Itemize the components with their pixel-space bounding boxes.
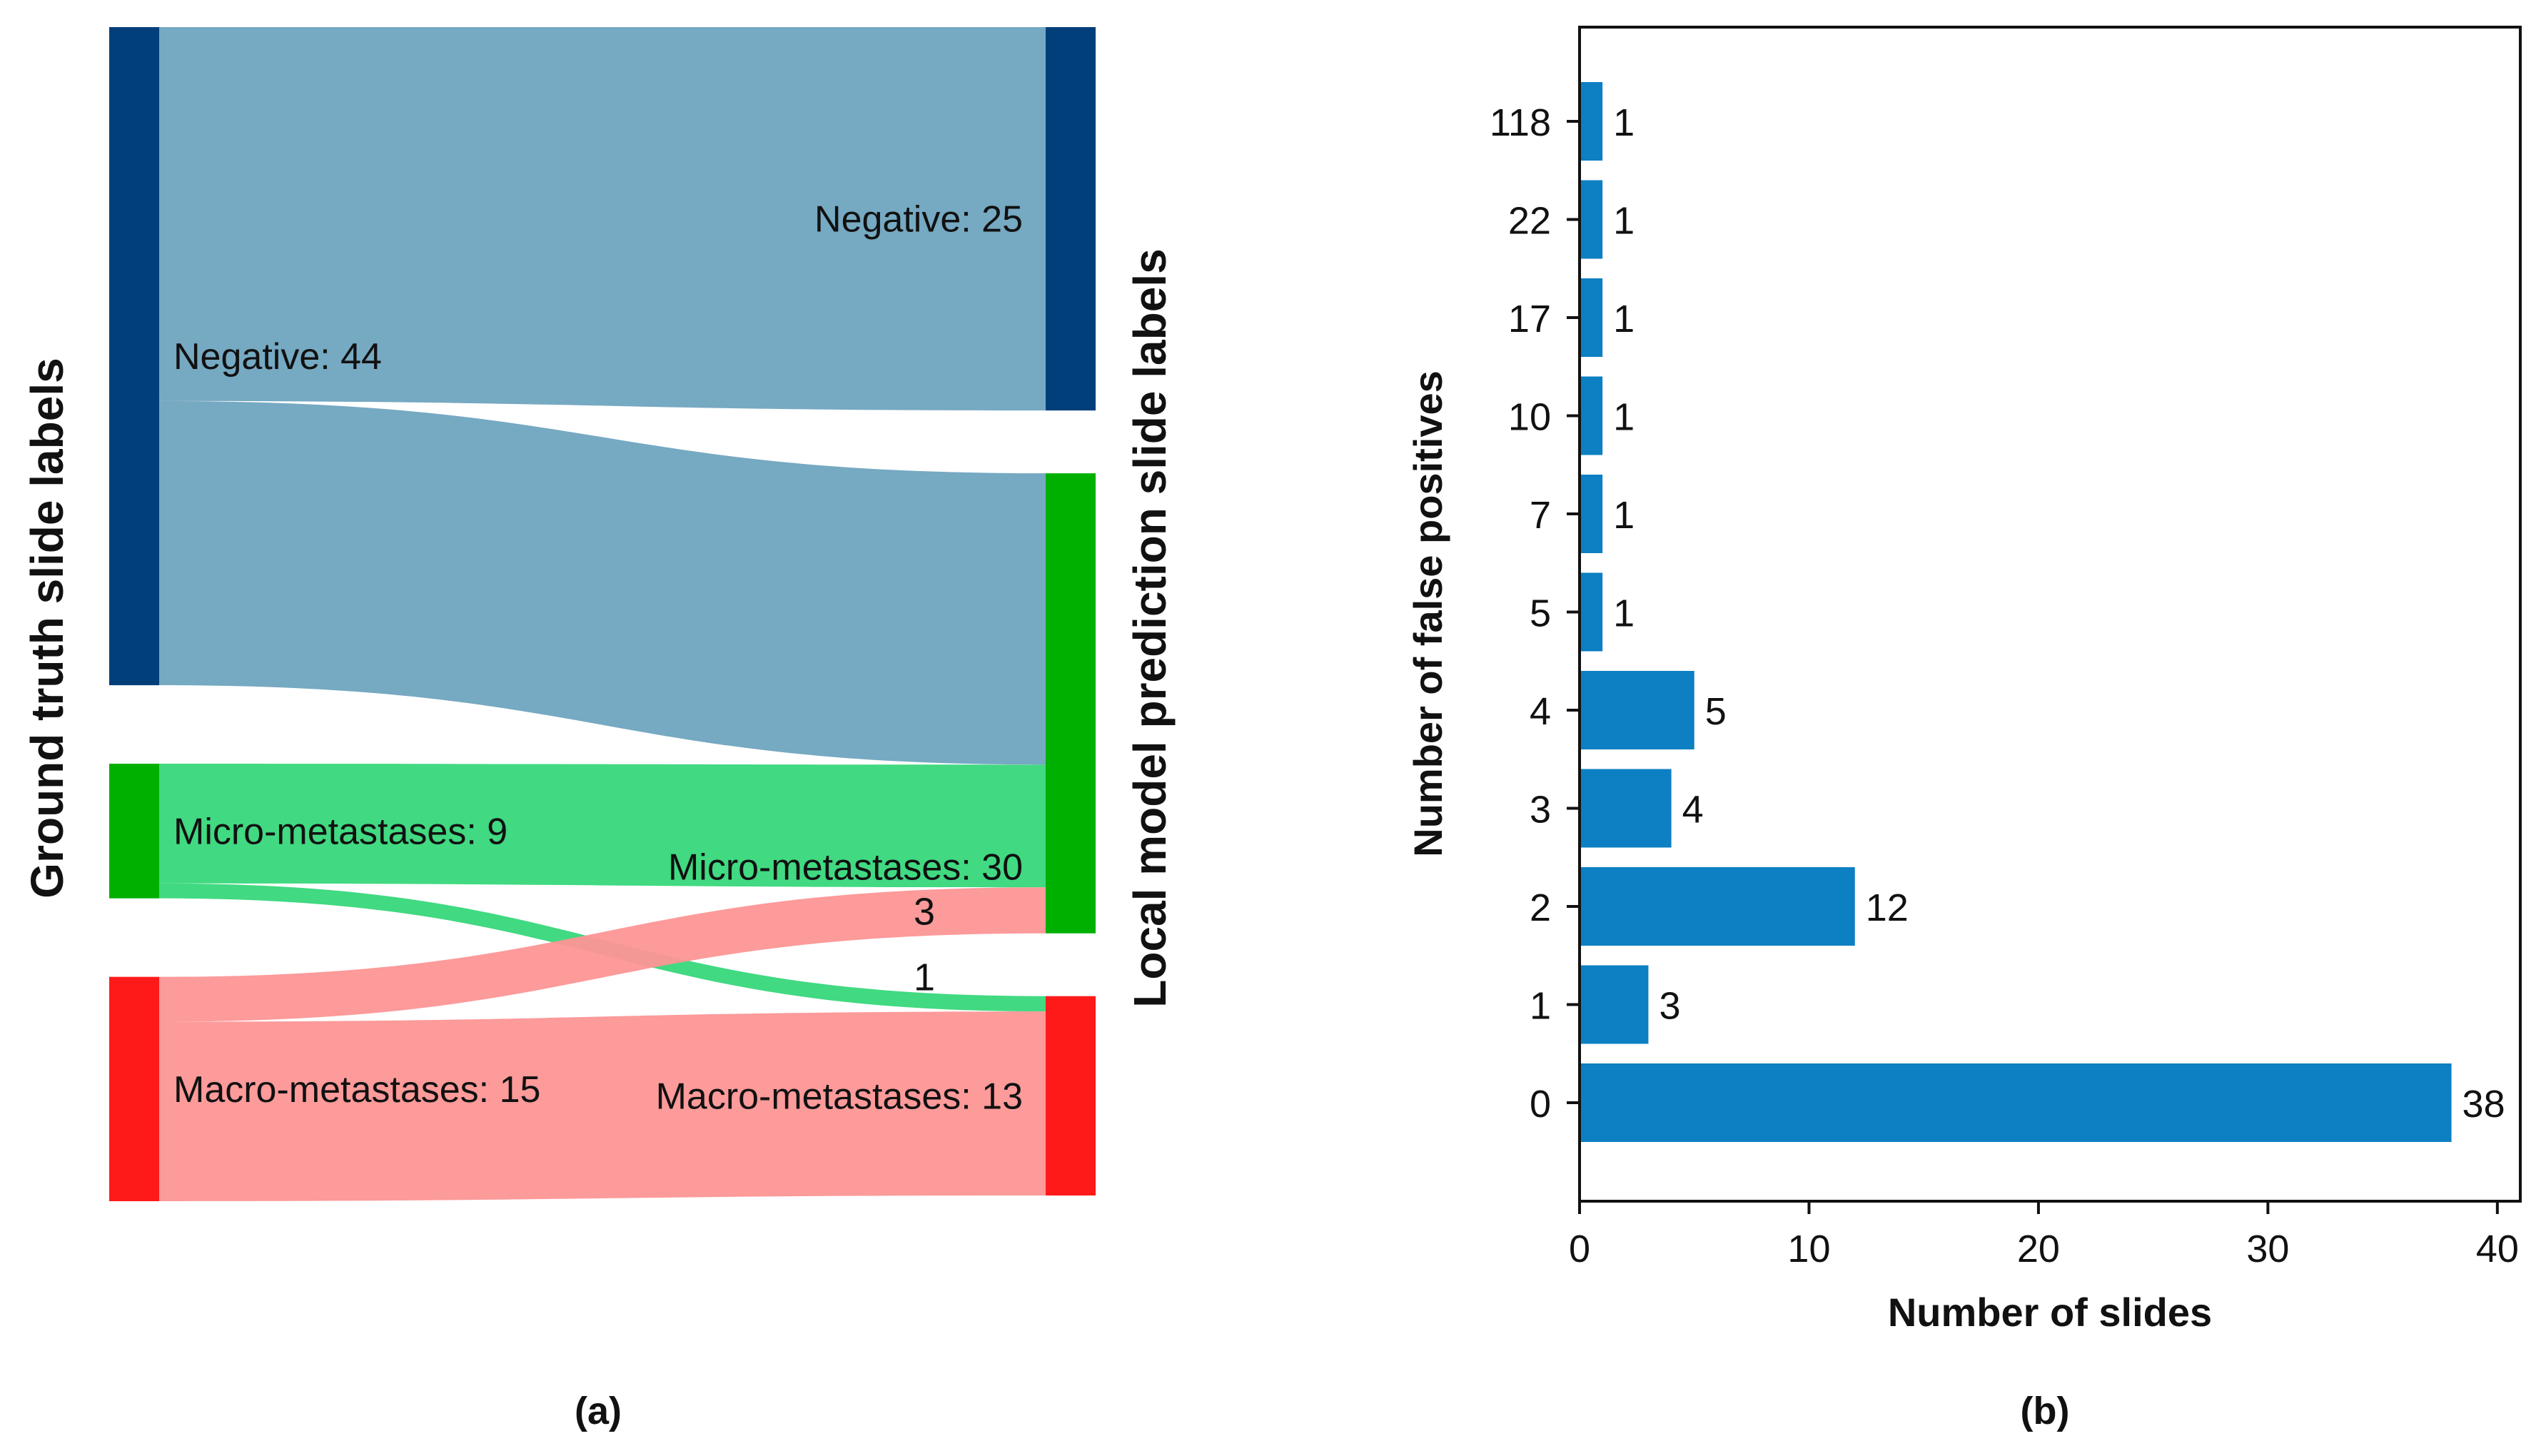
x-tick-label: 20 [2017, 1228, 2060, 1270]
sankey-target-node-negative [1046, 27, 1096, 411]
sankey-target-node-macro-metastases [1046, 996, 1096, 1195]
bar-value-label: 4 [1682, 789, 1704, 831]
sankey-target-label-macro-metastases: Macro-metastases: 13 [656, 1076, 1023, 1117]
sankey-link-micro-metastases-to-micro-metastases [159, 764, 1046, 888]
x-axis-ticks: 0 10 20 30 40 [1569, 1201, 2519, 1270]
bar-value-label: 5 [1705, 690, 1727, 733]
sankey-link-macro-metastases-to-macro-metastases [159, 1011, 1046, 1201]
sankey-chart: 1 3 Negative: 44 Micro-metastases: 9 Macro-m… [21, 27, 1176, 1432]
panel-label-a: (a) [575, 1390, 622, 1432]
sankey-source-node-macro-metastases [109, 976, 159, 1201]
y-axis-ticks: 0 1 2 3 4 5 7 10 17 22 118 [1490, 101, 1580, 1126]
left-axis-title: Ground truth slide labels [21, 358, 73, 898]
bar-fp-7 [1580, 475, 1603, 553]
y-tick-label: 2 [1530, 886, 1551, 929]
sankey-links [159, 27, 1046, 1201]
x-tick-label: 40 [2476, 1228, 2519, 1270]
y-tick-label: 5 [1530, 592, 1551, 635]
bar-value-label: 3 [1659, 985, 1680, 1028]
bar-value-label: 1 [1613, 396, 1635, 439]
x-tick-label: 0 [1569, 1228, 1590, 1270]
y-tick-label: 10 [1508, 396, 1551, 439]
bar-value-label: 1 [1613, 101, 1635, 144]
bar-fp-17 [1580, 278, 1603, 357]
y-tick-label: 17 [1508, 298, 1551, 340]
sankey-link-value-label: 1 [914, 956, 935, 999]
bar-fp-3 [1580, 769, 1672, 848]
bar-fp-10 [1580, 376, 1603, 455]
bar-fp-118 [1580, 82, 1603, 161]
sankey-source-label-negative: Negative: 44 [173, 336, 382, 378]
sankey-link-negative-to-negative [159, 27, 1046, 411]
panel-label-b: (b) [2021, 1390, 2070, 1432]
bar-value-label: 1 [1613, 494, 1635, 537]
sankey-link-negative-to-micro-metastases [159, 400, 1046, 765]
bar-fp-1 [1580, 965, 1649, 1044]
bar-value-labels: 38 3 12 4 5 1 1 1 1 1 1 [1613, 101, 2505, 1126]
x-tick-label: 10 [1787, 1228, 1830, 1270]
plot-frame [1578, 26, 2522, 1203]
sankey-source-label-macro-metastases: Macro-metastases: 15 [173, 1069, 540, 1111]
y-tick-label: 3 [1530, 789, 1551, 831]
sankey-link-macro-metastases-to-micro-metastases [159, 887, 1046, 1022]
x-tick-label: 30 [2246, 1228, 2289, 1270]
bar-value-label: 38 [2462, 1083, 2505, 1126]
y-tick-label: 0 [1530, 1083, 1551, 1126]
sankey-source-node-negative [109, 27, 159, 686]
y-axis-label: Number of false positives [1405, 370, 1450, 857]
bar-value-label: 12 [1866, 886, 1909, 929]
y-tick-label: 7 [1530, 494, 1551, 537]
y-tick-label: 1 [1530, 985, 1551, 1028]
sankey-source-node-micro-metastases [109, 764, 159, 899]
right-axis-title: Local model prediction slide labels [1124, 248, 1176, 1007]
y-tick-label: 118 [1490, 101, 1551, 144]
bar-fp-2 [1580, 867, 1855, 946]
bar-value-label: 1 [1613, 592, 1635, 635]
sankey-target-node-micro-metastases [1046, 473, 1096, 934]
bar-fp-4 [1580, 671, 1694, 749]
bars [1580, 82, 2452, 1142]
bar-value-label: 1 [1613, 200, 1635, 243]
x-axis-label: Number of slides [1888, 1290, 2212, 1335]
bar-fp-0 [1580, 1063, 2452, 1142]
y-tick-label: 4 [1530, 690, 1551, 733]
sankey-target-label-negative: Negative: 25 [814, 199, 1023, 241]
y-tick-label: 22 [1508, 200, 1551, 243]
bar-value-label: 1 [1613, 298, 1635, 340]
sankey-nodes [109, 27, 1096, 1201]
bar-fp-5 [1580, 572, 1603, 652]
sankey-link-value-label: 3 [914, 890, 935, 933]
sankey-labels: 1 3 Negative: 44 Micro-metastases: 9 Macro-m… [173, 199, 1023, 1118]
sankey-target-label-micro-metastases: Micro-metastases: 30 [668, 847, 1023, 889]
sankey-source-label-micro-metastases: Micro-metastases: 9 [173, 811, 507, 852]
bar-fp-22 [1580, 180, 1603, 259]
